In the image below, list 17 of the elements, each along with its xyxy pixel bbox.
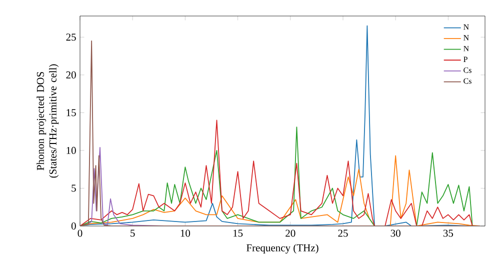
x-tick-label: 25 [338, 230, 348, 237]
y-tick-label: 25 [66, 34, 76, 41]
x-tick-label: 0 [78, 230, 82, 237]
y-tick-label: 20 [66, 71, 76, 78]
y-axis-title: Phonon projected DOS (States/THz·primitive cell) [36, 64, 59, 178]
x-tick-label: 15 [233, 230, 243, 237]
x-axis-title: Frequency (THz) [246, 244, 318, 254]
x-tick-label: 20 [286, 230, 296, 237]
y-tick-label: 5 [72, 184, 76, 192]
y-tick-label: 10 [66, 146, 76, 154]
x-tick-label: 30 [390, 230, 400, 237]
y-tick-label: 15 [66, 109, 76, 116]
x-tick-label: 10 [180, 230, 190, 237]
x-tick-label: 5 [130, 230, 135, 237]
y-tick-label: 0 [71, 222, 76, 230]
x-tick-label: 35 [443, 230, 454, 237]
line-series [80, 155, 480, 226]
